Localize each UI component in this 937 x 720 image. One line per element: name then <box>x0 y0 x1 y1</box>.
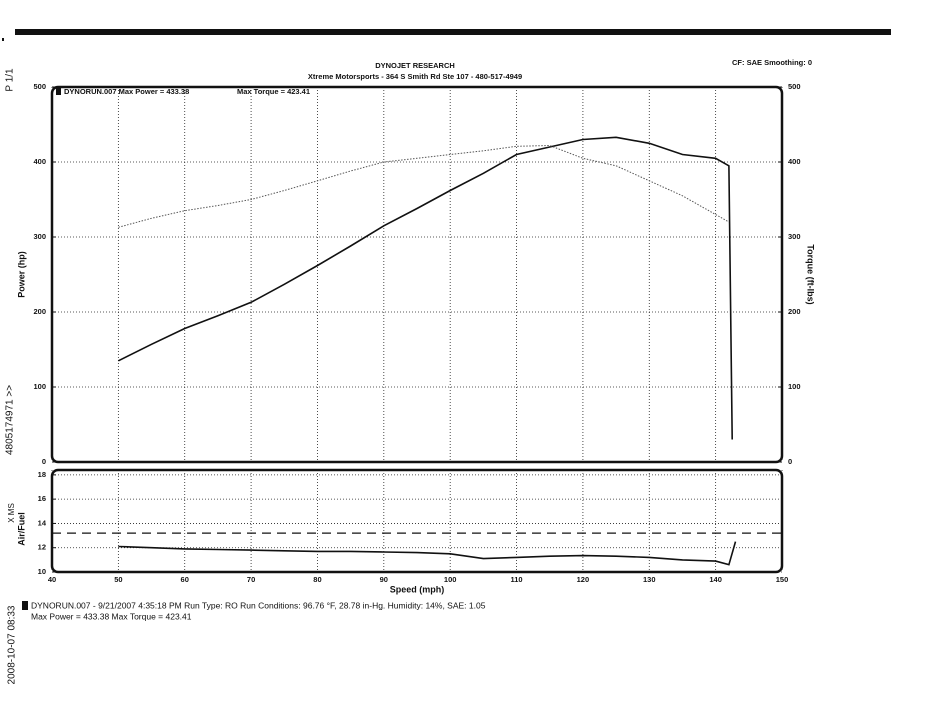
data-line <box>118 136 733 440</box>
y-tick-label: 10 <box>38 567 46 576</box>
footer-max: Max Power = 433.38 Max Torque = 423.41 <box>31 611 192 621</box>
y-tick-label: 300 <box>33 232 46 241</box>
y-tick-label: 200 <box>33 307 46 316</box>
legend-marker <box>56 88 61 95</box>
y-axis-label: Power (hp) <box>16 251 26 298</box>
y-tick-label: 14 <box>38 518 47 527</box>
y-tick-label: 100 <box>33 382 46 391</box>
x-tick-label: 40 <box>48 575 56 584</box>
y2-tick-label: 400 <box>788 157 801 166</box>
y2-tick-label: 500 <box>788 82 801 91</box>
scan-mark <box>2 38 4 41</box>
y2-tick-label: 200 <box>788 307 801 316</box>
annotation: Max Torque = 423.41 <box>237 87 310 96</box>
annotation: DYNORUN.007 Max Power = 433.38 <box>64 87 189 96</box>
x-tick-label: 140 <box>709 575 722 584</box>
y2-tick-label: 300 <box>788 232 801 241</box>
y-tick-label: 18 <box>38 470 46 479</box>
y-tick-label: 400 <box>33 157 46 166</box>
x-tick-label: 100 <box>444 575 457 584</box>
plot-frame <box>50 85 784 464</box>
y-axis-label-2: X MS <box>7 503 16 523</box>
y-axis-label: Air/Fuel <box>16 512 26 546</box>
y-tick-label: 500 <box>33 82 46 91</box>
x-tick-label: 50 <box>114 575 122 584</box>
x-tick-label: 60 <box>181 575 189 584</box>
y2-tick-label: 0 <box>788 457 792 466</box>
plot-frame <box>50 468 784 574</box>
x-tick-label: 70 <box>247 575 255 584</box>
x-tick-label: 130 <box>643 575 656 584</box>
x-tick-label: 120 <box>577 575 590 584</box>
data-line <box>118 144 730 228</box>
x-tick-label: 90 <box>380 575 388 584</box>
footer-run: DYNORUN.007 - 9/21/2007 4:35:18 PM Run T… <box>31 600 486 610</box>
fax-number: 4805174971 >> <box>5 385 16 455</box>
settings: CF: SAE Smoothing: 0 <box>732 58 812 67</box>
data-line <box>118 541 737 566</box>
footer-marker <box>22 601 28 610</box>
x-axis-label: Speed (mph) <box>390 584 445 594</box>
y-tick-label: 12 <box>38 543 46 552</box>
y2-tick-label: 100 <box>788 382 801 391</box>
y2-axis-label: Torque (ft-lbs) <box>806 244 816 304</box>
x-tick-label: 80 <box>313 575 321 584</box>
x-tick-label: 150 <box>776 575 789 584</box>
fax-timestamp: 2008-10-07 08:33 <box>7 605 18 684</box>
y-tick-label: 16 <box>38 494 46 503</box>
title: DYNOJET RESEARCH <box>375 61 455 70</box>
top-bar <box>15 29 891 35</box>
subtitle: Xtreme Motorsports - 364 S Smith Rd Ste … <box>308 72 522 81</box>
page-number: P 1/1 <box>5 68 16 92</box>
y-tick-label: 0 <box>42 457 46 466</box>
x-tick-label: 110 <box>510 575 522 584</box>
